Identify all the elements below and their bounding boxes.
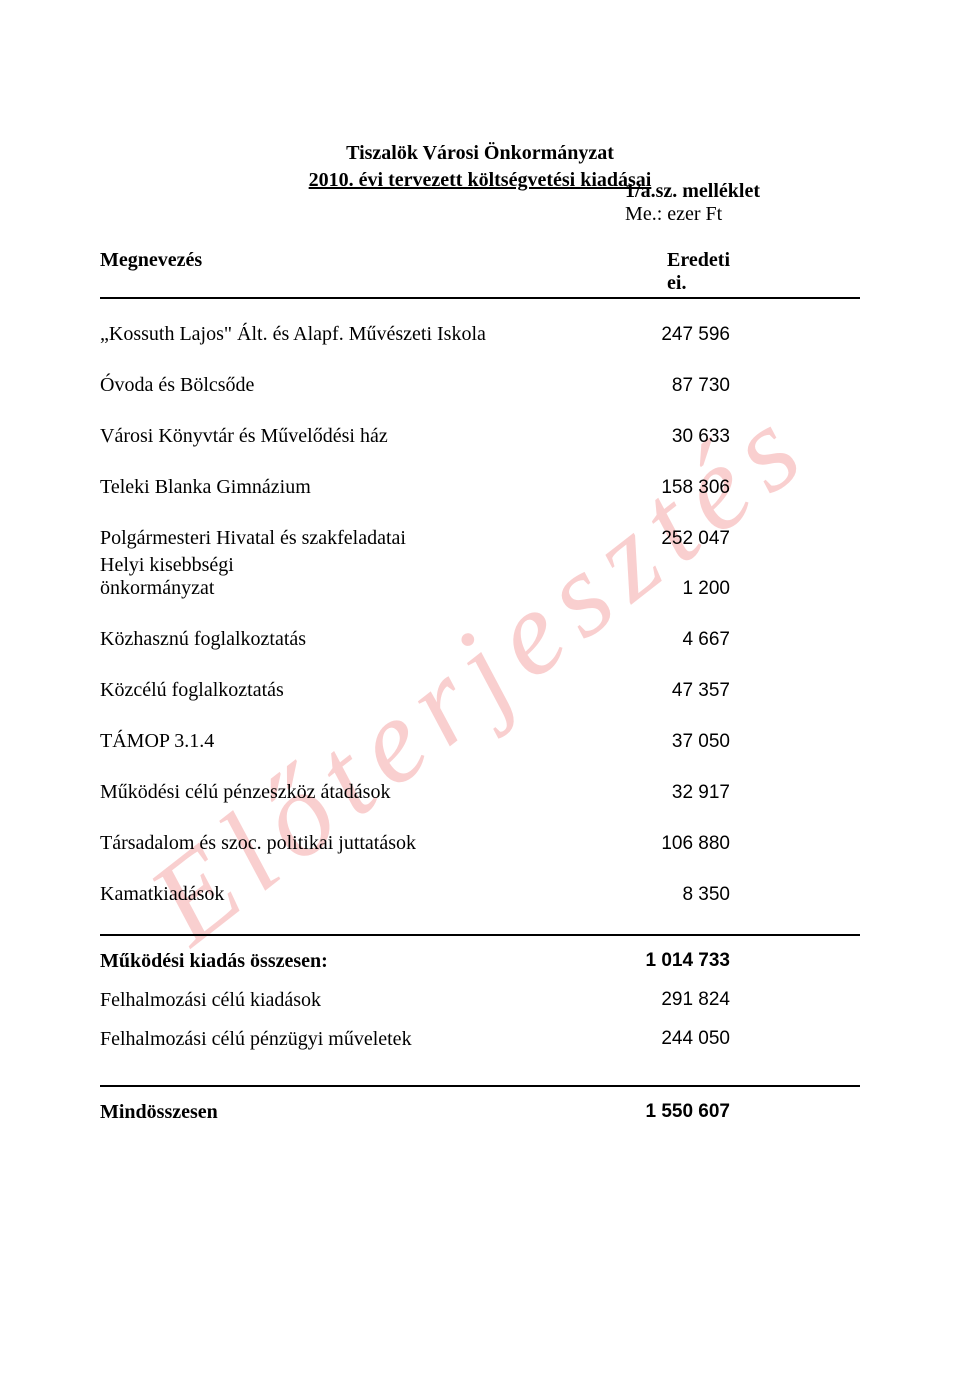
total-value: 291 824	[661, 989, 860, 1012]
row-label: Kamatkiadások	[100, 883, 682, 906]
row-value: 1 200	[682, 578, 860, 600]
table-row: Kamatkiadások 8 350	[100, 883, 860, 906]
row-label: Helyi kisebbségi	[100, 554, 730, 577]
table-row: Teleki Blanka Gimnázium 158 306	[100, 476, 860, 499]
column-value-line2: ei.	[667, 272, 730, 295]
row-label: Közhasznú foglalkoztatás	[100, 628, 682, 651]
row-label: önkormányzat	[100, 577, 682, 600]
row-value: 4 667	[682, 629, 860, 651]
row-label: Városi Könyvtár és Művelődési ház	[100, 425, 672, 448]
grand-total-row: Mindösszesen 1 550 607	[100, 1101, 860, 1124]
table-row: Városi Könyvtár és Művelődési ház 30 633	[100, 425, 860, 448]
appendix-label: 1/a.sz. melléklet	[625, 180, 760, 203]
table-row: TÁMOP 3.1.4 37 050	[100, 730, 860, 753]
total-label: Működési kiadás összesen:	[100, 950, 645, 973]
row-value: 87 730	[672, 375, 860, 397]
row-label: „Kossuth Lajos" Ált. és Alapf. Művészeti…	[100, 323, 661, 346]
table-row: Polgármesteri Hivatal és szakfeladatai 2…	[100, 527, 860, 550]
table-row: „Kossuth Lajos" Ált. és Alapf. Művészeti…	[100, 323, 860, 346]
separator-line	[100, 1085, 860, 1087]
table-header: Megnevezés Eredeti ei.	[100, 249, 860, 299]
total-row: Működési kiadás összesen: 1 014 733	[100, 950, 860, 973]
total-value: 1 014 733	[645, 950, 860, 973]
row-value: 106 880	[661, 833, 860, 855]
row-label: Működési célú pénzeszköz átadások	[100, 781, 672, 804]
column-value-line1: Eredeti	[667, 249, 730, 272]
unit-label: Me.: ezer Ft	[625, 203, 760, 226]
row-label: Óvoda és Bölcsőde	[100, 374, 672, 397]
row-label: Polgármesteri Hivatal és szakfeladatai	[100, 527, 661, 550]
row-label: Társadalom és szoc. politikai juttatások	[100, 832, 661, 855]
row-value: 252 047	[661, 528, 860, 550]
total-label: Felhalmozási célú kiadások	[100, 989, 661, 1012]
totals-block: Működési kiadás összesen: 1 014 733 Felh…	[100, 950, 860, 1051]
table-row: Óvoda és Bölcsőde 87 730	[100, 374, 860, 397]
row-value: 47 357	[672, 680, 860, 702]
grand-total-value: 1 550 607	[645, 1101, 860, 1124]
column-label-name: Megnevezés	[100, 249, 202, 295]
table-row: Közhasznú foglalkoztatás 4 667	[100, 628, 860, 651]
total-row: Felhalmozási célú kiadások 291 824	[100, 989, 860, 1012]
table-row: Közcélú foglalkoztatás 47 357	[100, 679, 860, 702]
table-row: Helyi kisebbségi	[100, 554, 860, 577]
row-label: Teleki Blanka Gimnázium	[100, 476, 661, 499]
row-label: Közcélú foglalkoztatás	[100, 679, 672, 702]
grand-total-label: Mindösszesen	[100, 1101, 645, 1124]
total-row: Felhalmozási célú pénzügyi műveletek 244…	[100, 1028, 860, 1051]
row-value: 37 050	[672, 731, 860, 753]
row-value: 158 306	[661, 477, 860, 499]
total-value: 244 050	[661, 1028, 860, 1051]
data-rows: „Kossuth Lajos" Ált. és Alapf. Művészeti…	[100, 323, 860, 906]
separator-line	[100, 934, 860, 936]
row-value: 8 350	[682, 884, 860, 906]
table-row: Társadalom és szoc. politikai juttatások…	[100, 832, 860, 855]
row-value: 247 596	[661, 324, 860, 346]
total-label: Felhalmozási célú pénzügyi műveletek	[100, 1028, 661, 1051]
table-row: önkormányzat 1 200	[100, 577, 860, 600]
row-value: 32 917	[672, 782, 860, 804]
table-row: Működési célú pénzeszköz átadások 32 917	[100, 781, 860, 804]
column-label-value: Eredeti ei.	[667, 249, 860, 295]
page-content: 1/a.sz. melléklet Me.: ezer Ft Tiszalök …	[100, 140, 860, 1124]
title-line-1: Tiszalök Városi Önkormányzat	[100, 140, 860, 167]
header-block: 1/a.sz. melléklet Me.: ezer Ft	[625, 180, 760, 226]
row-label: TÁMOP 3.1.4	[100, 730, 672, 753]
row-value: 30 633	[672, 426, 860, 448]
